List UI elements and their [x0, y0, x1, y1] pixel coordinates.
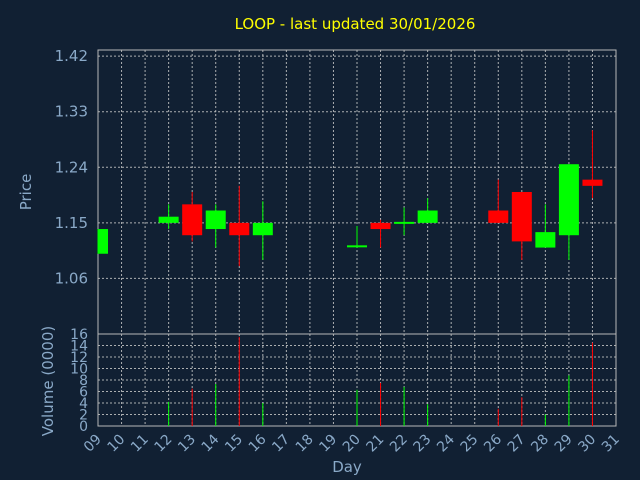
day-tick-label: 22	[387, 432, 411, 456]
day-tick-labels: 09 10 11 12 13 14 15 16 17 18 19 20 21 22 23 24 25 26 27 28…	[81, 431, 623, 455]
volume-bars	[168, 336, 593, 426]
day-tick-label: 21	[363, 432, 387, 456]
volume-tick-label: 10	[70, 362, 88, 378]
x-axis-label: Day	[332, 458, 362, 476]
candle-body	[347, 245, 367, 248]
price-tick-label: 1.06	[55, 269, 88, 287]
day-tick-label: 11	[128, 432, 152, 456]
day-tick-label: 28	[528, 432, 552, 456]
candle-body	[182, 204, 203, 236]
day-tick-label: 17	[269, 432, 293, 456]
chart-title: LOOP - last updated 30/01/2026	[235, 15, 476, 33]
candle-body	[511, 192, 532, 242]
candle-body	[582, 179, 603, 186]
day-tick-label: 18	[293, 432, 317, 456]
volume-axis-label: Volume (0000)	[39, 326, 57, 436]
y-axis-label: Price	[17, 174, 35, 211]
day-tick-label: 31	[599, 432, 623, 456]
candle-body	[558, 164, 579, 236]
candle-body	[417, 210, 438, 223]
day-tick-label: 29	[552, 432, 576, 456]
day-tick-label: 26	[481, 431, 505, 455]
volume-tick-label: 6	[79, 385, 88, 401]
volume-tick-label: 12	[70, 350, 88, 366]
candle-body	[252, 222, 273, 236]
volume-tick-label: 2	[79, 408, 88, 424]
candle-body	[394, 221, 415, 224]
day-tick-label: 13	[175, 432, 199, 456]
price-tick-labels: 1.42 1.33 1.24 1.15 1.06	[55, 47, 88, 287]
candle-body	[370, 222, 391, 230]
price-tick-label: 1.15	[55, 214, 88, 232]
day-tick-label: 30	[575, 432, 599, 456]
volume-tick-label: 8	[79, 373, 88, 389]
volume-tick-label: 0	[79, 419, 88, 435]
candle-body	[229, 222, 250, 236]
price-tick-label: 1.42	[55, 47, 88, 65]
day-tick-label: 20	[340, 432, 364, 456]
volume-tick-label: 4	[79, 396, 88, 412]
volume-tick-label: 16	[70, 327, 88, 343]
candle-body	[488, 210, 509, 223]
day-tick-label: 09	[81, 432, 105, 456]
day-tick-label: 15	[222, 432, 246, 456]
day-tick-label: 14	[199, 431, 223, 455]
candle-body	[158, 216, 179, 223]
day-tick-label: 27	[505, 432, 529, 456]
day-tick-label: 12	[152, 432, 176, 456]
volume-tick-label: 14	[70, 339, 88, 355]
price-tick-label: 1.33	[55, 103, 88, 121]
day-tick-label: 19	[316, 432, 340, 456]
candles	[97, 130, 603, 267]
price-tick-label: 1.24	[55, 158, 88, 176]
day-tick-label: 10	[104, 432, 128, 456]
candle-body	[535, 232, 556, 248]
day-tick-label: 25	[458, 432, 482, 456]
day-tick-label: 23	[411, 432, 435, 456]
day-tick-label: 24	[434, 431, 458, 455]
price-grid	[98, 50, 616, 334]
candle-body	[98, 229, 108, 254]
day-tick-label: 16	[246, 431, 270, 455]
candle-body	[205, 210, 226, 230]
